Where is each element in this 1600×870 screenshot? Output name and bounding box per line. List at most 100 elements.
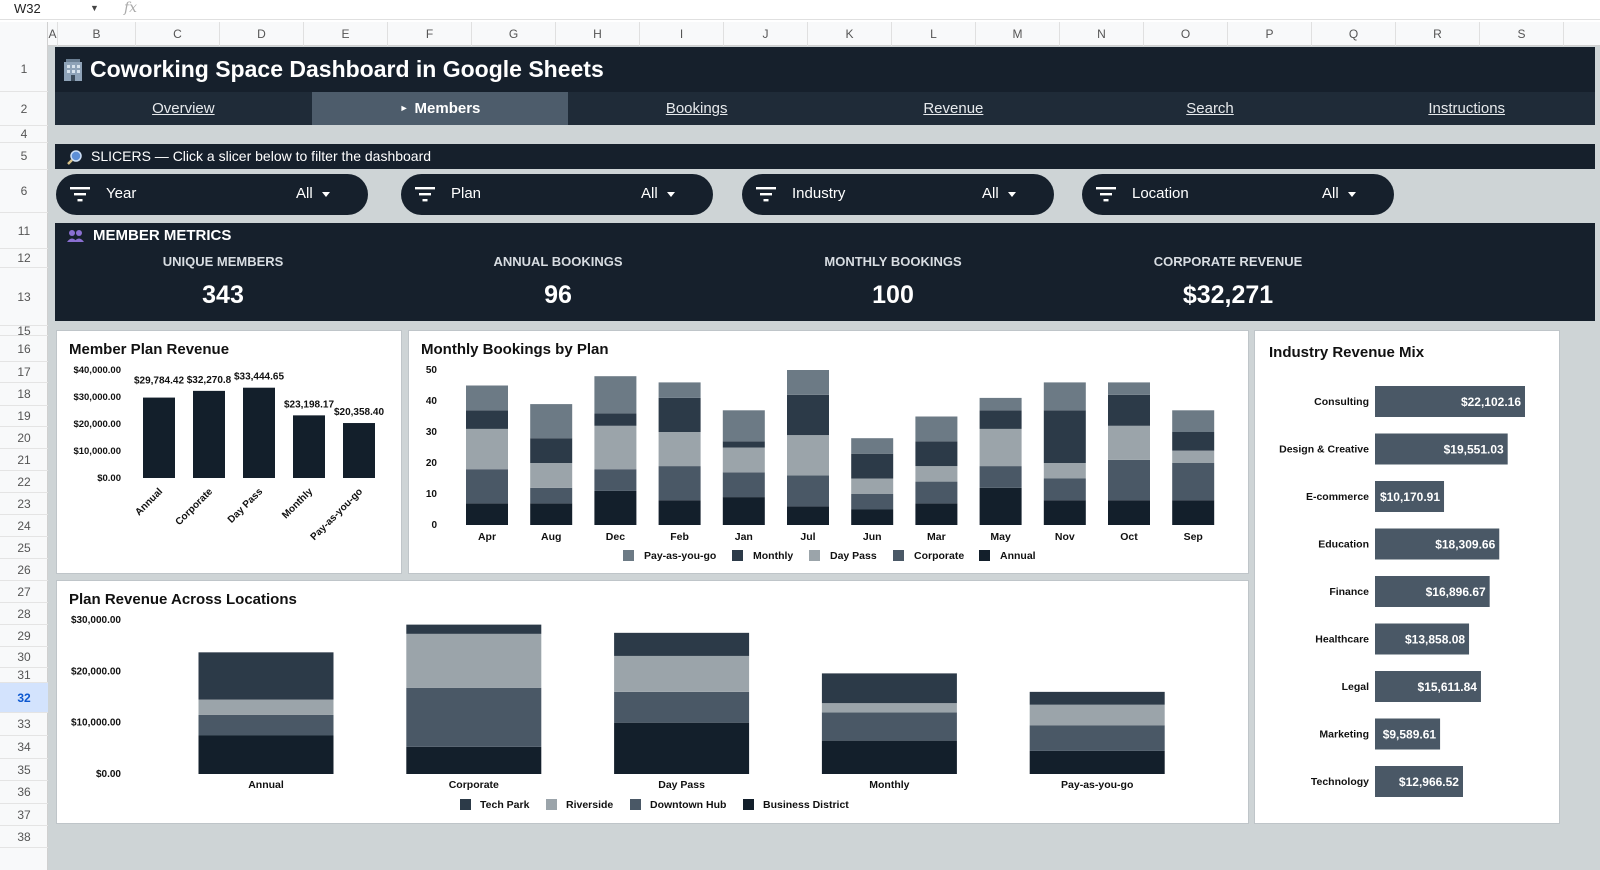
row-header-18[interactable]: 18: [0, 383, 48, 406]
tab-instructions[interactable]: Instructions: [1338, 92, 1595, 125]
slicer-plan[interactable]: Plan All: [401, 174, 713, 215]
y-tick-label: Consulting: [1314, 396, 1369, 408]
y-tick-label: 50: [426, 365, 438, 376]
filter-icon: [415, 187, 435, 202]
row-header-13[interactable]: 13: [0, 268, 48, 326]
tab-overview[interactable]: Overview: [55, 92, 312, 125]
column-header-i[interactable]: I: [640, 22, 724, 46]
column-header-j[interactable]: J: [724, 22, 808, 46]
pointer-icon: ►: [399, 103, 409, 113]
bar-segment: [915, 503, 958, 525]
row-header-27[interactable]: 27: [0, 581, 48, 603]
y-tick-label: Technology: [1311, 776, 1369, 788]
bar-segment: [787, 370, 829, 395]
column-header-p[interactable]: P: [1228, 22, 1312, 46]
row-header-16[interactable]: 16: [0, 336, 48, 362]
row-header-22[interactable]: 22: [0, 471, 48, 493]
bar-segment: [658, 500, 701, 525]
bar-segment: [851, 438, 894, 454]
row-header-12[interactable]: 12: [0, 249, 48, 268]
select-all-corner[interactable]: [0, 22, 48, 46]
bar: [1375, 433, 1508, 465]
name-box[interactable]: W32: [14, 1, 41, 16]
slicer-year[interactable]: Year All: [56, 174, 368, 215]
metric-label: MONTHLY BOOKINGS: [824, 254, 962, 269]
tab-revenue[interactable]: Revenue: [825, 92, 1082, 125]
column-header-o[interactable]: O: [1144, 22, 1228, 46]
row-header-34[interactable]: 34: [0, 736, 48, 759]
row-header-17[interactable]: 17: [0, 362, 48, 383]
slicer-industry[interactable]: Industry All: [742, 174, 1054, 215]
tab-members[interactable]: ► Members: [311, 92, 569, 125]
bar-segment: [1029, 691, 1165, 705]
dashboard-title-bar: Coworking Space Dashboard in Google Shee…: [55, 47, 1595, 92]
row-header-37[interactable]: 37: [0, 804, 48, 826]
row-header-26[interactable]: 26: [0, 559, 48, 581]
column-header-r[interactable]: R: [1396, 22, 1480, 46]
column-header-k[interactable]: K: [808, 22, 892, 46]
row-header-20[interactable]: 20: [0, 427, 48, 449]
row-header-1[interactable]: 1: [0, 46, 48, 92]
bar-segment: [466, 410, 508, 429]
row-header-5[interactable]: 5: [0, 143, 48, 170]
slicer-location[interactable]: Location All: [1082, 174, 1394, 215]
column-header-e[interactable]: E: [304, 22, 388, 46]
name-box-dropdown-icon[interactable]: ▼: [90, 3, 99, 13]
bar-segment: [722, 472, 765, 498]
bar-segment: [658, 382, 701, 398]
y-tick-label: Education: [1318, 539, 1369, 551]
column-header-d[interactable]: D: [220, 22, 304, 46]
member-plan-revenue-chart: Member Plan Revenue $0.00 $10,000.00 $20,0…: [56, 330, 402, 574]
tab-search[interactable]: Search: [1082, 92, 1339, 125]
column-header-g[interactable]: G: [472, 22, 556, 46]
row-header-21[interactable]: 21: [0, 449, 48, 471]
row-header-23[interactable]: 23: [0, 493, 48, 515]
member-metrics-panel: MEMBER METRICS UNIQUE MEMBERS 343 ANNUAL B…: [55, 223, 1595, 321]
row-header-36[interactable]: 36: [0, 781, 48, 804]
fx-icon: fx: [124, 0, 138, 16]
bar-segment: [614, 632, 750, 656]
bar-segment: [1172, 463, 1215, 501]
row-header-24[interactable]: 24: [0, 515, 48, 537]
x-tick-label: Apr: [478, 531, 496, 543]
column-header-n[interactable]: N: [1060, 22, 1144, 46]
row-header-6[interactable]: 6: [0, 170, 48, 213]
y-tick-label: $40,000.00: [73, 365, 121, 376]
column-header-a[interactable]: A: [48, 22, 58, 46]
column-header-f[interactable]: F: [388, 22, 472, 46]
bar-segment: [530, 404, 573, 439]
row-header-30[interactable]: 30: [0, 647, 48, 668]
row-header-25[interactable]: 25: [0, 537, 48, 559]
column-header-s[interactable]: S: [1480, 22, 1564, 46]
column-header-c[interactable]: C: [136, 22, 220, 46]
row-header-11[interactable]: 11: [0, 213, 48, 249]
row-header-31[interactable]: 31: [0, 668, 48, 683]
column-header-q[interactable]: Q: [1312, 22, 1396, 46]
bar-segment: [915, 441, 958, 467]
row-header-33[interactable]: 33: [0, 713, 48, 736]
people-icon: [67, 230, 84, 242]
bar-segment: [821, 740, 957, 774]
row-header-2[interactable]: 2: [0, 92, 48, 126]
tab-label: Search: [1186, 100, 1234, 117]
column-header-m[interactable]: M: [976, 22, 1060, 46]
row-header-19[interactable]: 19: [0, 406, 48, 427]
column-header-h[interactable]: H: [556, 22, 640, 46]
row-header-38[interactable]: 38: [0, 826, 48, 848]
row-header-28[interactable]: 28: [0, 603, 48, 625]
bar-segment: [1172, 500, 1215, 525]
bar-segment: [1029, 750, 1165, 774]
row-header-32[interactable]: 32: [0, 683, 48, 713]
formula-bar: W32 ▼ fx: [0, 0, 1600, 20]
row-header-4[interactable]: 4: [0, 126, 48, 143]
column-header-l[interactable]: L: [892, 22, 976, 46]
bar: [143, 397, 175, 478]
row-header-15[interactable]: 15: [0, 325, 48, 337]
tab-bookings[interactable]: Bookings: [568, 92, 825, 125]
data-label: $15,611.84: [1418, 680, 1478, 694]
column-header-b[interactable]: B: [58, 22, 136, 46]
row-header-29[interactable]: 29: [0, 625, 48, 647]
bar-segment: [614, 655, 750, 692]
row-header-35[interactable]: 35: [0, 759, 48, 781]
